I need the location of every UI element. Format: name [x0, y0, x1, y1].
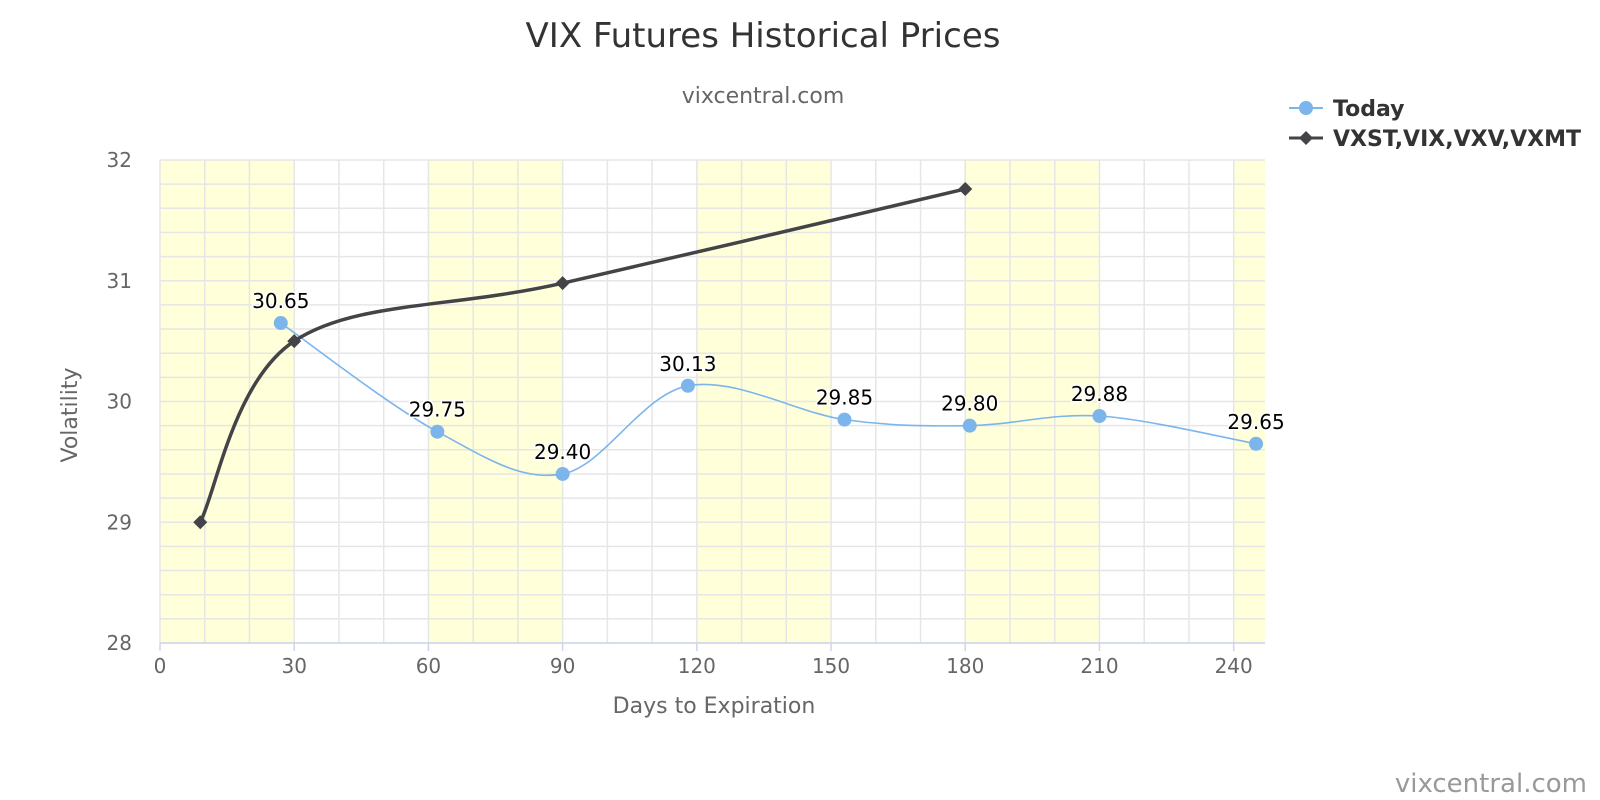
x-tick-label-5: 150 [812, 654, 850, 678]
y-tick-label-4: 32 [107, 148, 132, 172]
data-point-s1-2[interactable] [555, 276, 570, 291]
data-label-s0-3: 30.13 [659, 352, 716, 376]
data-point-s1-3[interactable] [958, 181, 973, 196]
x-tick-label-3: 90 [550, 654, 575, 678]
x-tick-label-7: 210 [1080, 654, 1118, 678]
chart-credit[interactable]: vixcentral.com [1395, 769, 1587, 799]
x-tick-label-4: 120 [678, 654, 716, 678]
data-label-s0-4: 29.85 [816, 386, 873, 410]
legend-marker-today [1299, 101, 1313, 115]
data-point-s1-1[interactable] [287, 334, 302, 349]
chart-title: VIX Futures Historical Prices [526, 16, 1001, 56]
series-line-1 [198, 187, 968, 524]
data-label-s0-1: 29.75 [409, 398, 466, 422]
data-point-s0-5[interactable] [962, 418, 977, 433]
x-tick-label-8: 240 [1215, 654, 1253, 678]
y-tick-label-2: 30 [107, 390, 132, 414]
data-point-s0-4[interactable] [837, 412, 852, 427]
legend-item-term-structure[interactable]: VXST,VIX,VXV,VXMT [1289, 127, 1581, 152]
data-label-s0-6: 29.88 [1071, 382, 1128, 406]
y-tick-label-3: 31 [107, 269, 132, 293]
axis-layer: 0 30 60 90 120 150 180 210 240 28 29 30 31 32 [107, 148, 1265, 678]
data-label-layer: 30.65 29.75 29.40 30.13 29.85 29.80 29.88 29.65 [251, 288, 1287, 466]
data-point-s0-0[interactable] [273, 316, 288, 331]
x-tick-label-1: 30 [281, 654, 306, 678]
x-tick-label-2: 60 [416, 654, 441, 678]
x-axis-title: Days to Expiration [613, 694, 816, 719]
chart-subtitle: vixcentral.com [682, 84, 845, 109]
y-tick-label-1: 29 [107, 510, 132, 534]
data-label-s0-7: 29.65 [1227, 410, 1284, 434]
data-point-s0-2[interactable] [555, 466, 570, 481]
x-tick-label-0: 0 [154, 654, 167, 678]
y-axis-title: Volatility [58, 367, 83, 462]
legend-item-today[interactable]: Today [1289, 97, 1404, 122]
legend-marker-term-structure [1299, 131, 1313, 145]
x-tick-label-6: 180 [946, 654, 984, 678]
data-point-s0-1[interactable] [430, 424, 445, 439]
grid-layer [159, 159, 1265, 644]
legend: Today VXST,VIX,VXV,VXMT [1289, 97, 1581, 152]
data-point-s1-0[interactable] [193, 515, 208, 530]
series-layer [193, 181, 1264, 530]
data-point-s0-7[interactable] [1249, 436, 1264, 451]
data-point-s0-6[interactable] [1092, 408, 1107, 423]
data-label-s0-0: 30.65 [252, 289, 309, 313]
data-label-s0-5: 29.80 [941, 392, 998, 416]
legend-label-term-structure: VXST,VIX,VXV,VXMT [1333, 127, 1581, 152]
data-label-s0-2: 29.40 [534, 440, 591, 464]
data-point-s0-3[interactable] [680, 378, 695, 393]
y-tick-label-0: 28 [107, 631, 132, 655]
legend-label-today: Today [1333, 97, 1404, 122]
